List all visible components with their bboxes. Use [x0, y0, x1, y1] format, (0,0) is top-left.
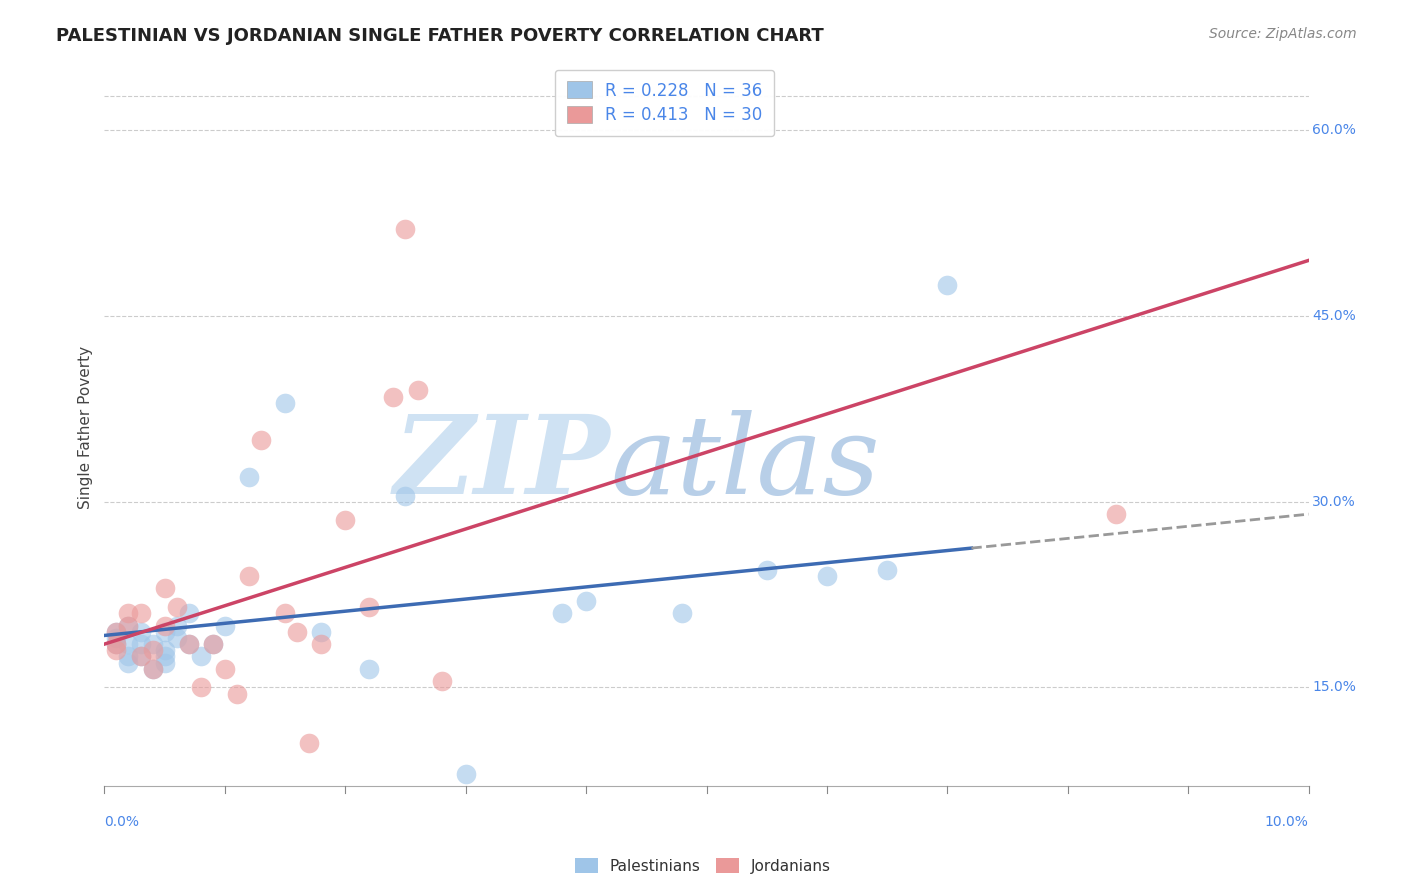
Text: 60.0%: 60.0%: [1312, 123, 1357, 137]
Point: [575, 594, 598, 608]
Point: [382, 390, 405, 404]
Point: [117, 618, 139, 632]
Point: [454, 767, 477, 781]
Point: [394, 489, 416, 503]
Text: 10.0%: 10.0%: [1265, 815, 1309, 830]
Point: [153, 656, 176, 670]
Point: [201, 637, 224, 651]
Point: [129, 624, 152, 639]
Point: [166, 618, 188, 632]
Point: [105, 637, 128, 651]
Point: [359, 599, 381, 614]
Point: [201, 637, 224, 651]
Point: [105, 624, 128, 639]
Point: [129, 606, 152, 620]
Point: [309, 637, 332, 651]
Point: [335, 513, 357, 527]
Point: [142, 662, 165, 676]
Point: [406, 384, 429, 398]
Point: [671, 606, 693, 620]
Point: [755, 563, 778, 577]
Point: [153, 643, 176, 657]
Legend: Palestinians, Jordanians: Palestinians, Jordanians: [568, 852, 838, 880]
Point: [142, 643, 165, 657]
Point: [105, 637, 128, 651]
Point: [214, 618, 236, 632]
Point: [430, 674, 453, 689]
Point: [117, 649, 139, 664]
Point: [1105, 507, 1128, 521]
Point: [394, 222, 416, 236]
Point: [190, 649, 212, 664]
Point: [117, 606, 139, 620]
Point: [190, 681, 212, 695]
Point: [105, 624, 128, 639]
Point: [815, 569, 838, 583]
Point: [274, 606, 297, 620]
Point: [298, 736, 321, 750]
Point: [105, 631, 128, 645]
Point: [105, 643, 128, 657]
Text: PALESTINIAN VS JORDANIAN SINGLE FATHER POVERTY CORRELATION CHART: PALESTINIAN VS JORDANIAN SINGLE FATHER P…: [56, 27, 824, 45]
Point: [153, 649, 176, 664]
Point: [142, 662, 165, 676]
Point: [177, 637, 200, 651]
Point: [166, 599, 188, 614]
Point: [214, 662, 236, 676]
Text: 45.0%: 45.0%: [1312, 310, 1355, 323]
Point: [129, 649, 152, 664]
Point: [225, 687, 247, 701]
Point: [551, 606, 574, 620]
Point: [166, 631, 188, 645]
Point: [309, 624, 332, 639]
Point: [153, 582, 176, 596]
Point: [153, 624, 176, 639]
Point: [177, 606, 200, 620]
Point: [129, 649, 152, 664]
Point: [142, 637, 165, 651]
Point: [936, 278, 959, 293]
Point: [153, 618, 176, 632]
Text: atlas: atlas: [610, 409, 880, 517]
Point: [876, 563, 898, 577]
Text: 0.0%: 0.0%: [104, 815, 139, 830]
Y-axis label: Single Father Poverty: Single Father Poverty: [79, 346, 93, 509]
Point: [250, 433, 273, 447]
Point: [274, 395, 297, 409]
Text: Source: ZipAtlas.com: Source: ZipAtlas.com: [1209, 27, 1357, 41]
Point: [117, 618, 139, 632]
Point: [359, 662, 381, 676]
Point: [117, 656, 139, 670]
Point: [177, 637, 200, 651]
Point: [285, 624, 308, 639]
Point: [238, 470, 260, 484]
Text: 15.0%: 15.0%: [1312, 681, 1357, 695]
Text: 30.0%: 30.0%: [1312, 495, 1355, 508]
Point: [238, 569, 260, 583]
Point: [129, 637, 152, 651]
Point: [117, 637, 139, 651]
Legend: R = 0.228   N = 36, R = 0.413   N = 30: R = 0.228 N = 36, R = 0.413 N = 30: [555, 70, 773, 136]
Text: ZIP: ZIP: [394, 409, 610, 517]
